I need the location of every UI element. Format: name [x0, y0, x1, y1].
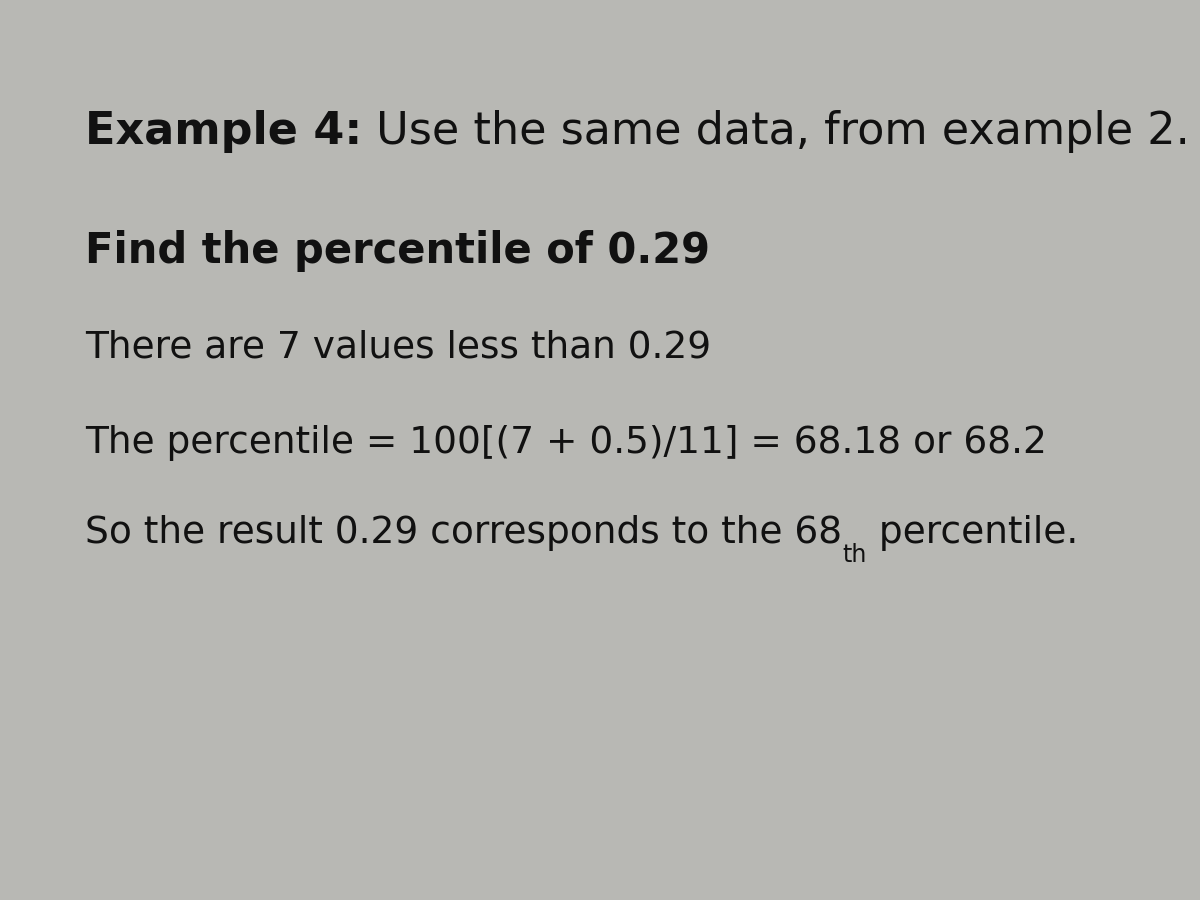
Text: So the result 0.29 corresponds to the 68: So the result 0.29 corresponds to the 68: [85, 515, 842, 551]
Text: Find the percentile of 0.29: Find the percentile of 0.29: [85, 230, 710, 272]
Text: Example 4:: Example 4:: [85, 110, 362, 153]
Text: The percentile = 100[(7 + 0.5)/11] = 68.18 or 68.2: The percentile = 100[(7 + 0.5)/11] = 68.…: [85, 425, 1046, 461]
Text: th: th: [842, 543, 866, 567]
Text: Use the same data, from example 2.: Use the same data, from example 2.: [362, 110, 1190, 153]
Text: percentile.: percentile.: [866, 515, 1078, 551]
Text: There are 7 values less than 0.29: There are 7 values less than 0.29: [85, 330, 712, 366]
